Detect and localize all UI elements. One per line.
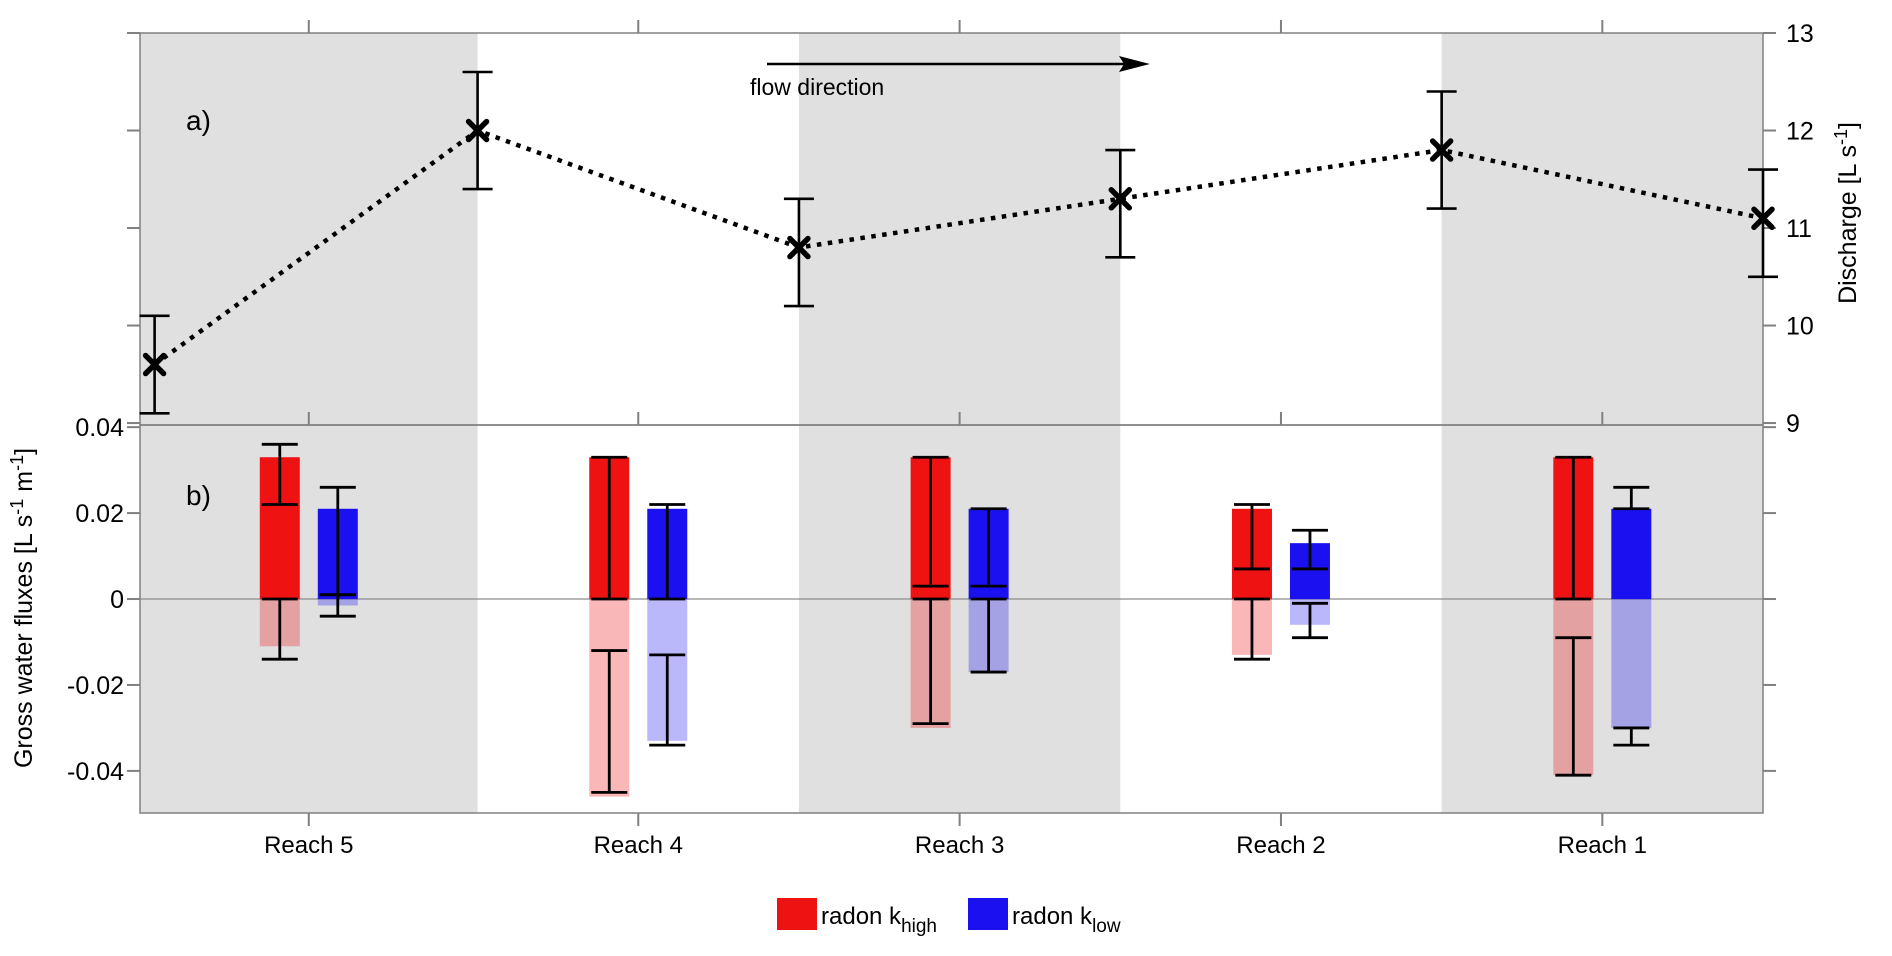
whisker-reach-5-radon-k_high-influx: [261, 442, 298, 506]
discharge-errorbar-3: [783, 197, 814, 308]
panel-b-label: b): [186, 480, 211, 511]
whisker-reach-4-radon-k_high-influx: [591, 455, 628, 601]
discharge-ytick-label: 11: [1786, 215, 1812, 243]
whisker-reach-3-radon-k_low-influx: [970, 507, 1007, 588]
xtick-label-reach-5: Reach 5: [264, 832, 353, 859]
discharge-point-5: [1429, 138, 1454, 162]
discharge-axis-title: Discharge [L s-1]: [1831, 122, 1862, 304]
legend-label-klow: radon klow: [1012, 903, 1121, 937]
flow-arrow-head: [1119, 56, 1150, 72]
discharge-ytick-label: 13: [1786, 20, 1814, 48]
panel-b-border: [139, 424, 1764, 814]
whisker-reach-2-radon-k_low-influx: [1291, 528, 1328, 571]
flux-ytick-label: -0.02: [67, 672, 124, 700]
flow-direction-annotation: flow direction: [750, 56, 1150, 100]
flow-direction-label: flow direction: [750, 74, 884, 100]
whisker-reach-1-radon-k_high-outflux: [1555, 636, 1592, 777]
legend-swatch-klow: [968, 898, 1008, 930]
flux-ytick-label: -0.04: [67, 758, 124, 786]
flux-ytick-label: 0.04: [75, 414, 124, 442]
legend-swatch-khigh: [777, 898, 817, 930]
panel-a-label: a): [186, 105, 211, 136]
discharge-ytick-label: 12: [1786, 118, 1814, 146]
legend-label-khigh: radon khigh: [821, 903, 937, 937]
discharge-point-3: [787, 235, 811, 260]
legend: radon khigh radon klow: [777, 898, 1121, 937]
whisker-reach-1-radon-k_low-influx: [1613, 485, 1650, 511]
whisker-reach-5-radon-k_low-outflux: [319, 593, 356, 618]
discharge-point-6: [1751, 206, 1775, 231]
whisker-reach-3-radon-k_high-outflux: [912, 597, 949, 726]
discharge-ytick-label: 10: [1786, 313, 1814, 341]
discharge-point-1: [142, 352, 167, 377]
discharge-errorbar-4: [1105, 148, 1136, 259]
flux-ytick-label: 0: [110, 586, 124, 614]
discharge-ytick-label: 9: [1786, 410, 1800, 438]
xtick-label-reach-3: Reach 3: [915, 832, 1004, 859]
whisker-reach-4-radon-k_high-outflux: [591, 649, 628, 794]
discharge-dotted-line: [153, 127, 1764, 367]
whisker-reach-1-radon-k_high-influx: [1555, 455, 1592, 601]
xtick-label-reach-4: Reach 4: [594, 832, 683, 859]
xtick-label-reach-2: Reach 2: [1236, 832, 1325, 859]
discharge-point-4: [1108, 187, 1133, 211]
whisker-reach-2-radon-k_low-outflux: [1291, 601, 1328, 640]
flux-axis-title: Gross water fluxes [L s-1 m-1]: [7, 448, 38, 768]
whisker-reach-2-radon-k_high-outflux: [1233, 597, 1270, 661]
whisker-reach-5-radon-k_high-outflux: [261, 597, 298, 661]
whisker-reach-3-radon-k_high-influx: [912, 455, 949, 588]
whisker-reach-4-radon-k_low-influx: [649, 503, 686, 601]
discharge-errorbar-6: [1748, 168, 1778, 279]
whisker-reach-4-radon-k_low-outflux: [649, 653, 686, 747]
bar-reach-1-radon-k_low-influx: [1611, 508, 1652, 600]
bar-reach-1-radon-k_low-outflux: [1611, 599, 1652, 728]
flux-ytick-label: 0.02: [75, 500, 124, 528]
whisker-reach-1-radon-k_low-outflux: [1613, 726, 1650, 747]
whisker-reach-2-radon-k_high-influx: [1233, 503, 1270, 571]
discharge-point-2: [465, 118, 490, 143]
whisker-reach-3-radon-k_low-outflux: [970, 597, 1007, 674]
xtick-label-reach-1: Reach 1: [1558, 832, 1647, 859]
